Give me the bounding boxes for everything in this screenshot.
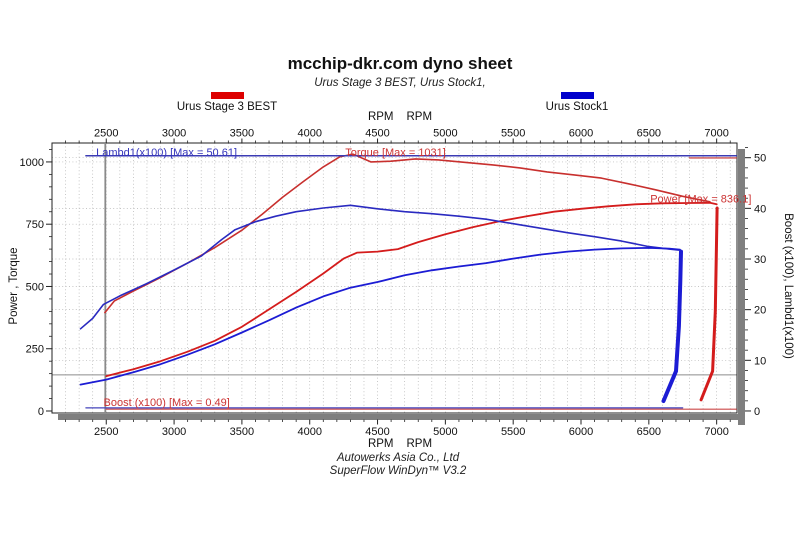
svg-text:4000: 4000 — [297, 128, 321, 140]
svg-text:2500: 2500 — [94, 128, 118, 140]
svg-text:6000: 6000 — [569, 128, 593, 140]
series-stage3-power-cutoff — [699, 206, 719, 402]
svg-text:40: 40 — [754, 203, 766, 215]
legend-stage3: Urus Stage 3 BEST — [157, 92, 297, 113]
series-stock-power — [79, 246, 681, 386]
plot-shadow-right — [738, 149, 745, 425]
plot-frame — [51, 142, 738, 414]
rpm-label: RPM — [367, 111, 394, 123]
legend-stock: Urus Stock1 — [507, 92, 647, 113]
svg-text:250: 250 — [26, 344, 44, 356]
legend-swatch-stock — [560, 92, 594, 99]
annotation-lambda-max-label: Lambd1(x100) [Max = 50.61] — [96, 147, 237, 159]
legend-label-stock: Urus Stock1 — [545, 101, 609, 113]
series-stock-torque — [79, 204, 680, 330]
svg-text:7000: 7000 — [704, 128, 728, 140]
svg-text:6500: 6500 — [637, 426, 661, 438]
svg-text:0: 0 — [754, 406, 760, 418]
tick-labels: 2500250030003000350035004000400045004500… — [20, 128, 767, 439]
svg-text:30: 30 — [754, 254, 766, 266]
svg-text:7000: 7000 — [704, 426, 728, 438]
footer-company: Autowerks Asia Co., Ltd — [336, 452, 460, 464]
page-subtitle: Urus Stage 3 BEST, Urus Stock1, — [314, 77, 486, 89]
footer-software: SuperFlow WinDyn™ V3.2 — [329, 465, 467, 477]
rpm-label: RPM — [406, 438, 433, 450]
series-stock-power-cutoff — [661, 249, 683, 403]
svg-text:5000: 5000 — [433, 426, 457, 438]
top-axis-caption: RPM RPM — [0, 111, 800, 123]
bottom-axis-caption: RPM RPM — [0, 438, 800, 450]
svg-text:4000: 4000 — [297, 426, 321, 438]
svg-text:50: 50 — [754, 153, 766, 165]
legend-label-stage3: Urus Stage 3 BEST — [176, 101, 278, 113]
rpm-label: RPM — [406, 111, 433, 123]
plot-shadow-bottom — [58, 414, 745, 420]
svg-text:2500: 2500 — [94, 426, 118, 438]
svg-text:3500: 3500 — [230, 128, 254, 140]
series-stage3-power — [105, 201, 718, 378]
svg-text:5500: 5500 — [501, 426, 525, 438]
svg-text:20: 20 — [754, 305, 766, 317]
svg-text:0: 0 — [38, 406, 44, 418]
svg-text:6500: 6500 — [637, 128, 661, 140]
svg-text:6000: 6000 — [569, 426, 593, 438]
annotation-torque-max-label: Torque [Max = 1031] — [345, 147, 446, 159]
svg-text:5000: 5000 — [433, 128, 457, 140]
legend-swatch-stage3 — [210, 92, 244, 99]
svg-text:3000: 3000 — [162, 426, 186, 438]
svg-text:4500: 4500 — [365, 128, 389, 140]
annotation-power-max-label: Power [Max = 836.1] — [650, 193, 751, 205]
svg-text:500: 500 — [26, 281, 44, 293]
svg-text:3000: 3000 — [162, 128, 186, 140]
svg-text:4500: 4500 — [365, 426, 389, 438]
annotation-boost-max-label: Boost (x100) [Max = 0.49] — [104, 397, 230, 409]
rpm-label: RPM — [367, 438, 394, 450]
svg-text:1000: 1000 — [20, 157, 44, 169]
svg-text:5500: 5500 — [501, 128, 525, 140]
svg-text:10: 10 — [754, 355, 766, 367]
svg-text:3500: 3500 — [230, 426, 254, 438]
gridlines — [52, 143, 737, 413]
tick-marks — [46, 138, 751, 425]
svg-text:750: 750 — [26, 219, 44, 231]
page-title: mcchip-dkr.com dyno sheet — [287, 54, 513, 73]
